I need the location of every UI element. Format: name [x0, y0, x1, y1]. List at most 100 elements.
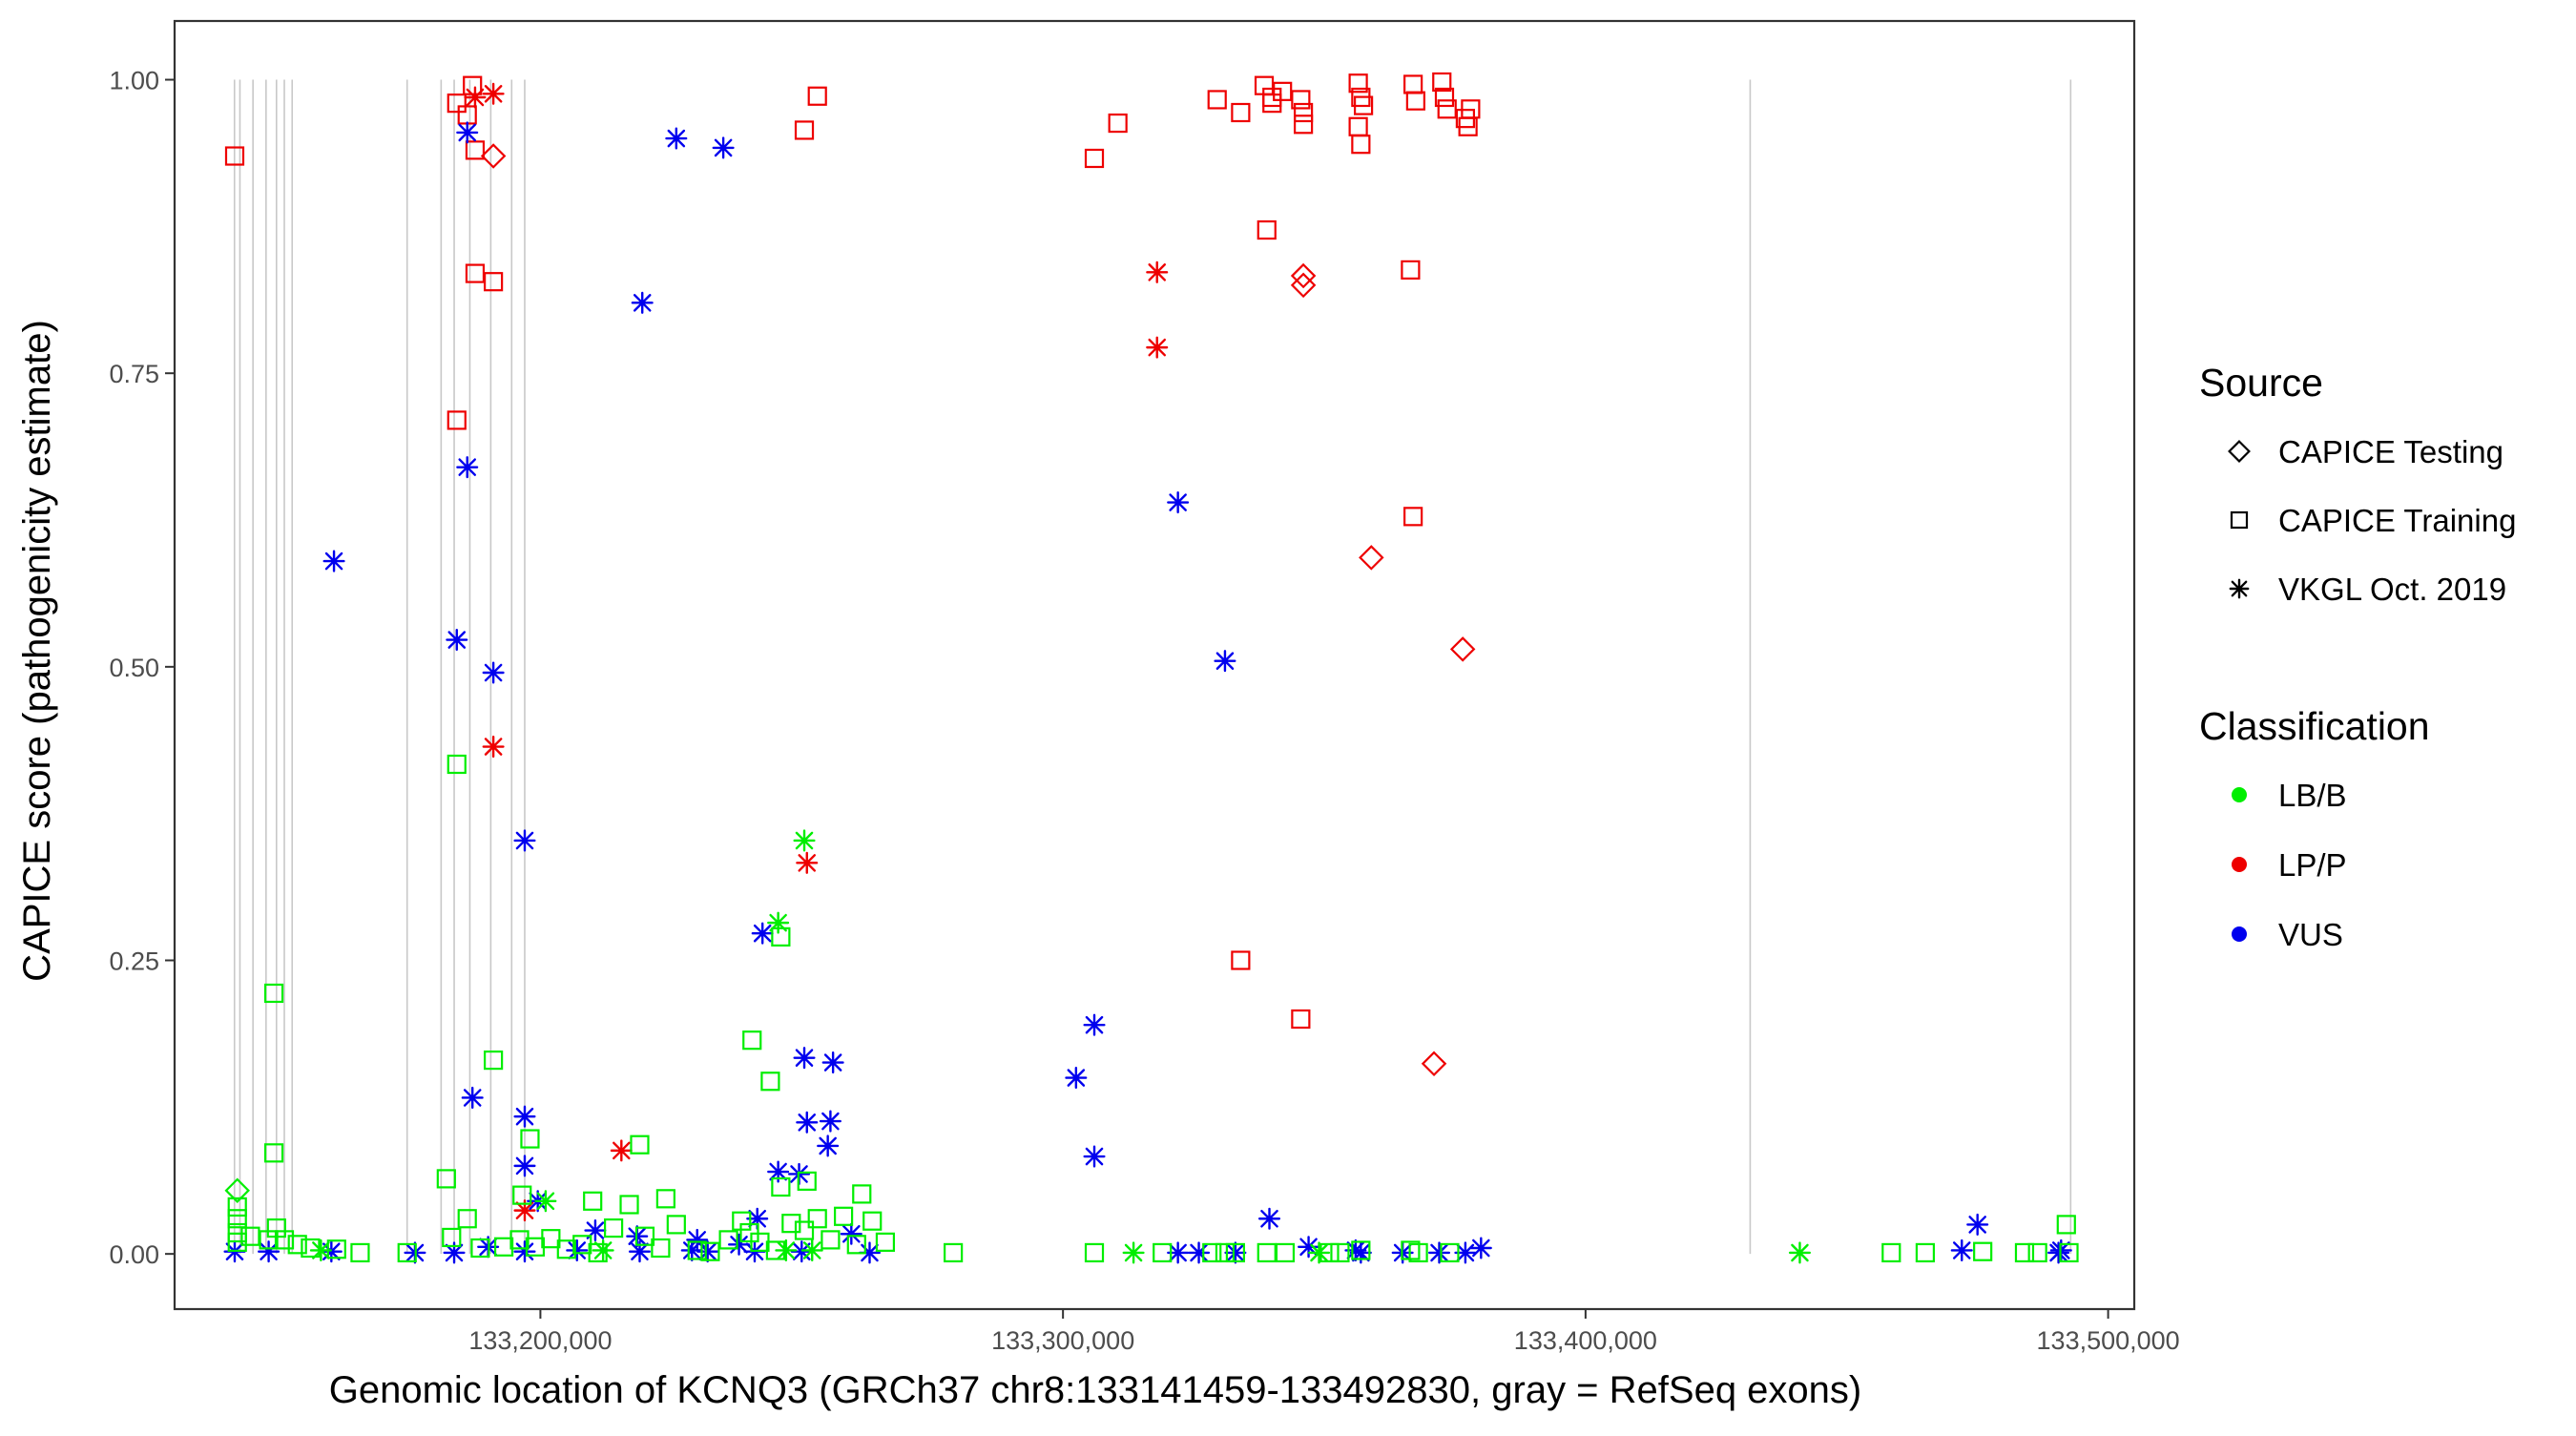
data-point-asterisk	[840, 1222, 862, 1245]
legend-key-diamond	[2228, 440, 2251, 463]
series-lb-b-asterisk	[309, 829, 1811, 1264]
data-point-square	[794, 120, 815, 140]
data-point-square	[2056, 1215, 2076, 1235]
data-point-square	[1207, 90, 1227, 110]
data-point-square	[583, 1191, 603, 1211]
data-point-square	[1348, 73, 1368, 94]
legend-classification-title: Classification	[2199, 704, 2430, 748]
plot-panel-border	[173, 19, 2136, 1311]
data-point-asterisk	[712, 136, 735, 159]
data-point-asterisk	[1298, 1236, 1320, 1259]
data-point-square	[781, 1214, 801, 1234]
data-point-asterisk	[513, 1240, 536, 1263]
data-point-square	[666, 1215, 686, 1235]
data-point-square	[1353, 95, 1374, 115]
data-point-asterisk	[1950, 1238, 1973, 1262]
data-point-asterisk	[1788, 1241, 1811, 1264]
legend-key-dot	[2232, 926, 2247, 942]
data-point-asterisk	[1224, 1241, 1247, 1264]
data-point-asterisk	[628, 1240, 652, 1263]
data-point-asterisk	[1469, 1237, 1492, 1259]
data-point-asterisk	[790, 1240, 813, 1263]
legend-label: LP/P	[2278, 847, 2347, 883]
data-point-square	[447, 94, 467, 114]
data-point-square	[1432, 72, 1452, 93]
data-point-diamond	[480, 143, 507, 169]
data-point-square	[1403, 507, 1423, 527]
data-point-square	[227, 1197, 247, 1217]
data-point-square	[470, 1238, 490, 1259]
data-point-asterisk	[680, 1238, 703, 1262]
data-point-asterisk	[1214, 650, 1236, 673]
data-point-asterisk	[793, 1047, 816, 1070]
data-point-square	[227, 1209, 247, 1229]
data-point-asterisk	[1307, 1241, 1331, 1264]
legend-label: CAPICE Training	[2278, 503, 2516, 538]
data-point-square	[1405, 91, 1425, 111]
data-point-square	[266, 1217, 286, 1238]
data-point-diamond	[1359, 545, 1384, 571]
data-point-square	[1351, 1240, 1371, 1260]
data-point-square	[457, 1209, 477, 1229]
data-point-square	[287, 1235, 307, 1255]
series-vus-asterisk	[223, 121, 2072, 1264]
data-point-square	[263, 1143, 284, 1163]
data-point-square	[1215, 1242, 1236, 1263]
data-point-square	[465, 263, 486, 283]
data-point-asterisk	[513, 1199, 536, 1222]
data-point-asterisk	[1344, 1238, 1367, 1262]
data-point-asterisk	[1065, 1067, 1088, 1090]
data-point-asterisk	[1167, 491, 1190, 514]
data-point-square	[465, 140, 486, 160]
data-point-asterisk	[728, 1233, 751, 1256]
data-point-square	[807, 1209, 827, 1229]
data-point-square	[1973, 1241, 1993, 1261]
data-point-square	[1330, 1242, 1350, 1263]
data-point-asterisk	[1188, 1241, 1211, 1264]
data-point-square	[224, 146, 245, 166]
data-point-square	[509, 1230, 530, 1250]
data-point-asterisk	[513, 1155, 536, 1177]
data-point-asterisk	[796, 1111, 819, 1134]
data-point-square	[875, 1232, 896, 1252]
data-point-square	[797, 1171, 817, 1191]
data-point-diamond	[1449, 636, 1476, 662]
x-tick-label: 133,300,000	[991, 1326, 1134, 1355]
data-point-square	[1231, 950, 1251, 970]
data-point-asterisk	[767, 911, 790, 934]
series-lp-p-asterisk	[464, 82, 1169, 1222]
data-point-asterisk	[796, 851, 819, 874]
data-point-square	[1202, 1242, 1222, 1263]
data-point-asterisk	[309, 1238, 332, 1262]
data-point-square	[1915, 1242, 1936, 1263]
data-point-square	[541, 1229, 561, 1249]
data-point-asterisk	[320, 1240, 343, 1263]
x-tick-label: 133,500,000	[2037, 1326, 2180, 1355]
data-point-square	[833, 1206, 854, 1226]
data-point-square	[1351, 135, 1371, 155]
data-point-square	[1440, 1242, 1460, 1263]
data-point-square	[760, 1072, 780, 1092]
data-point-square	[1225, 1242, 1245, 1263]
legend-label: LB/B	[2278, 778, 2347, 813]
data-point-square	[1294, 102, 1314, 123]
data-point-asterisk	[751, 922, 774, 945]
data-point-square	[862, 1211, 883, 1231]
data-point-asterisk	[482, 82, 505, 105]
data-point-square	[651, 1238, 671, 1259]
data-point-asterisk	[1122, 1241, 1145, 1264]
data-point-asterisk	[258, 1240, 280, 1263]
data-point-asterisk	[767, 1160, 790, 1183]
data-point-square	[520, 1129, 540, 1149]
data-point-square	[619, 1195, 639, 1215]
data-point-asterisk	[534, 1190, 557, 1213]
data-point-square	[846, 1235, 866, 1255]
y-tick-label: 0.25	[109, 947, 159, 976]
data-point-asterisk	[443, 1241, 466, 1264]
data-point-square	[484, 272, 504, 292]
data-point-asterisk	[819, 1110, 841, 1133]
data-point-square	[771, 1176, 791, 1197]
data-point-square	[556, 1239, 576, 1259]
data-point-square	[1108, 113, 1128, 134]
